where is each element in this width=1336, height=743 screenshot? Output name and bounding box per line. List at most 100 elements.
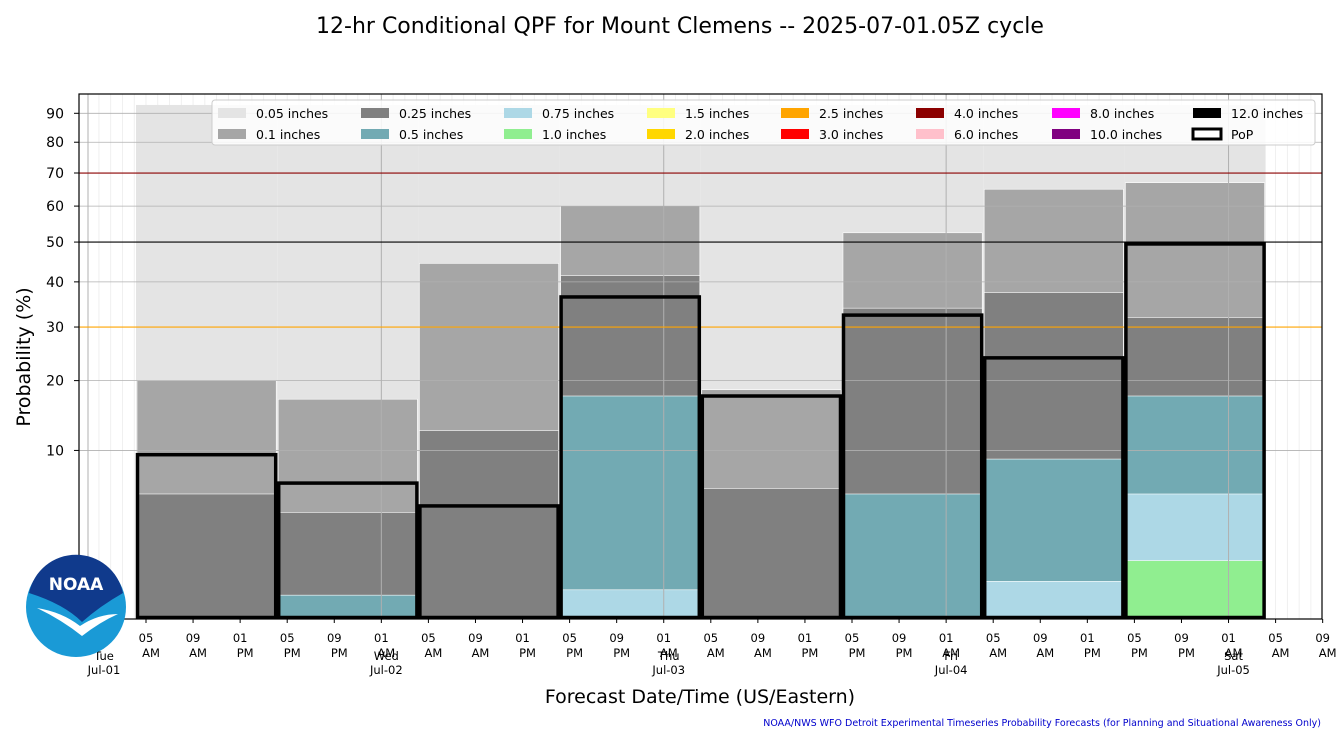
x-tick-label-hour: 01 xyxy=(656,631,671,645)
legend-swatch xyxy=(647,129,675,139)
x-tick-label-hour: 01 xyxy=(939,631,954,645)
legend-swatch xyxy=(504,129,532,139)
x-tick-label-hour: 09 xyxy=(186,631,201,645)
legend-label: PoP xyxy=(1231,127,1254,142)
legend-swatch xyxy=(1052,129,1080,139)
axes-frame xyxy=(78,93,1323,620)
legend-swatch xyxy=(218,108,246,118)
y-tick-label: 10 xyxy=(46,443,64,459)
bar-0-5-inches-5 xyxy=(842,493,983,620)
x-tick-label-ampm: AM xyxy=(189,646,207,660)
legend-label: 1.5 inches xyxy=(685,106,749,121)
pop-outline-6 xyxy=(982,356,1125,620)
day-label-date: Jul-03 xyxy=(651,663,685,677)
x-tick-label-hour: 09 xyxy=(751,631,766,645)
legend-label: 10.0 inches xyxy=(1090,127,1162,142)
pop-outline-3 xyxy=(559,295,702,620)
x-tick-label-ampm: AM xyxy=(1225,646,1243,660)
x-tick-label-ampm: PM xyxy=(896,646,913,660)
x-tick-label-hour: 05 xyxy=(421,631,436,645)
pop-outline-2 xyxy=(418,504,560,620)
x-tick-label-hour: 09 xyxy=(609,631,624,645)
x-tick-label-ampm: AM xyxy=(472,646,490,660)
x-tick-label-hour: 01 xyxy=(515,631,530,645)
legend-label: 4.0 inches xyxy=(954,106,1018,121)
x-tick-label-ampm: AM xyxy=(942,646,960,660)
legend: 0.05 inches 0.1 inches 0.25 inches 0.5 inch… xyxy=(211,99,1316,146)
day-label-name: Wed xyxy=(374,649,399,663)
legend-swatch xyxy=(647,108,675,118)
x-tick-label-hour: 05 xyxy=(703,631,718,645)
noaa-logo-upper xyxy=(29,554,123,622)
x-tick-label-ampm: AM xyxy=(377,646,395,660)
x-tick-label-ampm: PM xyxy=(849,646,866,660)
x-tick-label-hour: 05 xyxy=(1127,631,1142,645)
pop-outline-1 xyxy=(276,481,419,620)
legend-label: 0.75 inches xyxy=(542,106,614,121)
day-label-name: Sat xyxy=(1224,649,1243,663)
legend-label: 8.0 inches xyxy=(1090,106,1154,121)
noaa-logo-bird xyxy=(37,608,118,636)
y-tick-label: 30 xyxy=(46,320,64,336)
day-label-date: Jul-04 xyxy=(934,663,968,677)
legend-swatch xyxy=(916,108,944,118)
day-label-date: Jul-02 xyxy=(369,663,403,677)
legend-swatch xyxy=(218,129,246,139)
legend-label: 0.05 inches xyxy=(256,106,328,121)
x-tick-label-hour: 09 xyxy=(1033,631,1048,645)
legend-box xyxy=(211,99,1316,146)
legend-label: 0.5 inches xyxy=(399,127,463,142)
bar-0-25-inches-2 xyxy=(419,430,559,620)
bar-0-5-inches-3 xyxy=(560,395,701,620)
x-tick-label-hour: 09 xyxy=(468,631,483,645)
noaa-logo: NOAA xyxy=(26,554,126,657)
legend-label: 3.0 inches xyxy=(819,127,883,142)
pop-outline-4 xyxy=(700,394,843,620)
legend-swatch xyxy=(781,129,809,139)
legend-label: 12.0 inches xyxy=(1231,106,1303,121)
y-tick-label: 50 xyxy=(46,235,64,251)
y-tick-label: 20 xyxy=(46,374,64,390)
day-label-name: Thu xyxy=(657,649,680,663)
x-tick-label-ampm: AM xyxy=(707,646,725,660)
x-tick-label-hour: 05 xyxy=(1268,631,1283,645)
y-tick-label: 90 xyxy=(46,106,64,122)
bar-1-0-inches-7 xyxy=(1125,560,1265,620)
bar-0-25-inches-0 xyxy=(136,493,277,620)
x-tick-label-ampm: PM xyxy=(237,646,254,660)
legend-swatch xyxy=(361,129,389,139)
legend-swatch xyxy=(1191,127,1223,141)
y-tick-label: 60 xyxy=(46,199,64,215)
legend-label: 2.5 inches xyxy=(819,106,883,121)
x-tick-label-ampm: AM xyxy=(754,646,772,660)
y-tick-label: 70 xyxy=(46,166,64,182)
legend-swatch xyxy=(504,108,532,118)
bar-0-25-inches-4 xyxy=(701,488,842,620)
x-tick-label-hour: 05 xyxy=(139,631,154,645)
y-tick-label: 40 xyxy=(46,275,64,291)
chart-title: 12-hr Conditional QPF for Mount Clemens … xyxy=(316,14,1044,39)
x-tick-label-hour: 01 xyxy=(1221,631,1236,645)
x-tick-label-hour: 05 xyxy=(280,631,295,645)
bar-0-5-inches-1 xyxy=(277,594,418,620)
x-tick-label-hour: 01 xyxy=(233,631,248,645)
legend-swatch xyxy=(1193,108,1221,118)
day-label-name: Tue xyxy=(93,649,114,663)
legend-label: 6.0 inches xyxy=(954,127,1018,142)
x-tick-label-ampm: PM xyxy=(331,646,348,660)
x-tick-label-ampm: PM xyxy=(284,646,301,660)
x-tick-label-ampm: AM xyxy=(425,646,443,660)
x-axis-label: Forecast Date/Time (US/Eastern) xyxy=(545,686,855,708)
pop-outline-7 xyxy=(1124,242,1266,620)
legend-swatch xyxy=(361,108,389,118)
x-tick-label-ampm: PM xyxy=(613,646,630,660)
x-tick-label-hour: 09 xyxy=(1174,631,1189,645)
x-tick-label-ampm: PM xyxy=(1084,646,1101,660)
x-tick-label-ampm: AM xyxy=(660,646,678,660)
plot-area: 10203040506070809005AM09AM01PM05PM09PM01… xyxy=(46,93,1336,677)
x-tick-label-ampm: PM xyxy=(566,646,583,660)
day-label-date: Jul-01 xyxy=(87,663,121,677)
x-tick-label-ampm: AM xyxy=(142,646,160,660)
day-label-name: Fri xyxy=(944,649,958,663)
